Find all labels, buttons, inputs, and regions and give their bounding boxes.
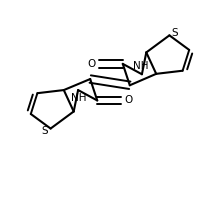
- Text: O: O: [124, 95, 133, 105]
- Text: NH: NH: [72, 93, 87, 103]
- Text: O: O: [87, 59, 96, 69]
- Text: S: S: [42, 126, 48, 136]
- Text: S: S: [172, 28, 178, 38]
- Text: NH: NH: [133, 61, 148, 71]
